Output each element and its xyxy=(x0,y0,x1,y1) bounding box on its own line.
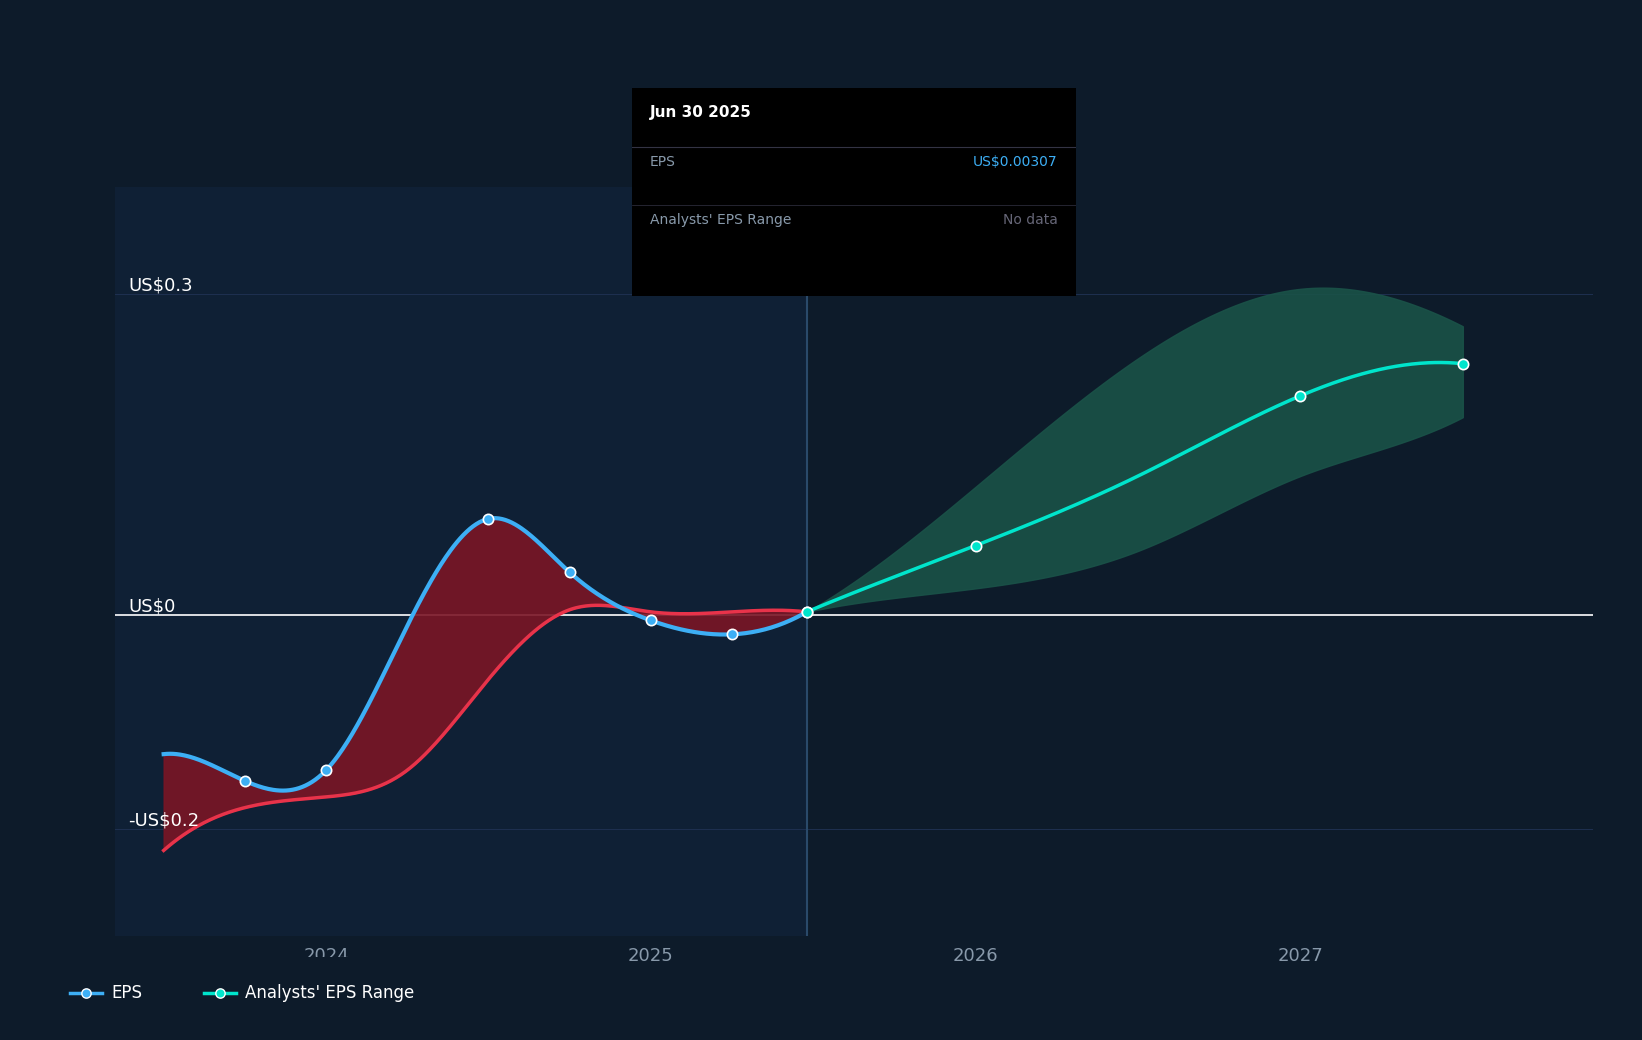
Point xyxy=(719,626,745,643)
Point xyxy=(74,985,100,1002)
Text: US$0.3: US$0.3 xyxy=(128,277,192,294)
Point xyxy=(314,762,340,779)
Text: EPS: EPS xyxy=(112,984,143,1003)
Text: Actual: Actual xyxy=(729,264,793,282)
Text: EPS: EPS xyxy=(650,155,677,168)
Point xyxy=(475,511,501,527)
Point xyxy=(232,773,258,789)
Text: US$0.00307: US$0.00307 xyxy=(974,155,1057,168)
Text: -US$0.2: -US$0.2 xyxy=(128,811,199,829)
Bar xyxy=(115,187,806,936)
Point xyxy=(207,985,233,1002)
Text: Analysts' EPS Range: Analysts' EPS Range xyxy=(650,213,791,227)
Point xyxy=(1450,356,1476,372)
Point xyxy=(1287,388,1314,405)
Text: Analysts' EPS Range: Analysts' EPS Range xyxy=(245,984,414,1003)
Point xyxy=(793,603,819,620)
Text: Jun 30 2025: Jun 30 2025 xyxy=(650,105,752,120)
Text: US$0: US$0 xyxy=(128,597,176,615)
Point xyxy=(962,538,988,554)
Text: No data: No data xyxy=(1003,213,1057,227)
Point xyxy=(793,603,819,620)
Point xyxy=(557,564,583,580)
Text: Analysts Forecasts: Analysts Forecasts xyxy=(819,264,987,282)
Point xyxy=(637,613,663,629)
